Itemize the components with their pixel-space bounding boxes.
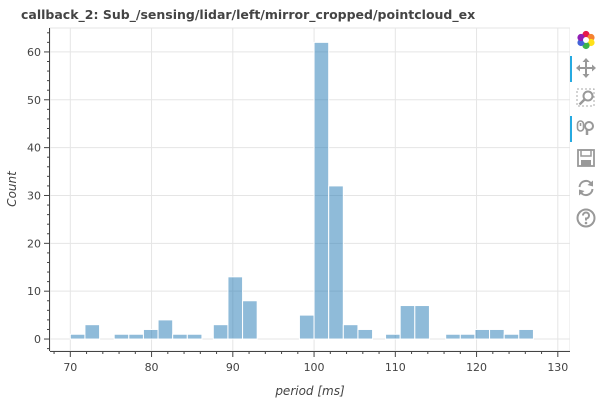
x-tick-label: 80 <box>145 361 159 374</box>
histogram-bar <box>385 333 401 340</box>
histogram-bar <box>298 314 315 340</box>
histogram-bar <box>157 319 174 340</box>
y-tick-label: 50 <box>27 94 41 107</box>
histogram-plot[interactable]: 70 80 90 100 110 120 130 0 10 20 30 40 50 60 period … <box>0 0 570 400</box>
reset-icon <box>578 179 594 197</box>
x-axis: 70 80 90 100 110 120 130 <box>50 351 570 374</box>
histogram-bar <box>172 333 188 340</box>
histogram-bar <box>313 41 330 340</box>
histogram-bar <box>414 305 430 340</box>
chart-title: callback_2: Sub_/sensing/lidar/left/mirr… <box>21 7 476 22</box>
pan-tool[interactable] <box>570 54 600 84</box>
help-tool[interactable] <box>570 204 600 234</box>
histogram-bar <box>212 324 229 340</box>
y-tick-label: 20 <box>27 237 41 250</box>
x-tick-label: 90 <box>226 361 240 374</box>
histogram-bar <box>342 324 359 340</box>
help-icon <box>576 208 596 228</box>
histogram-bar <box>518 328 534 340</box>
pan-icon <box>576 58 596 78</box>
histogram-bar <box>459 333 476 340</box>
wheel-zoom-icon <box>576 120 594 135</box>
histogram-bar <box>474 328 491 340</box>
x-tick-label: 70 <box>63 361 77 374</box>
histogram-bar <box>84 324 101 340</box>
histogram-bar <box>128 333 144 340</box>
x-tick-label: 120 <box>466 361 487 374</box>
x-tick-label: 130 <box>547 361 568 374</box>
histogram-bar <box>357 328 374 340</box>
y-axis-label: Count <box>5 170 19 207</box>
histogram-bar <box>328 185 344 340</box>
y-axis: 0 10 20 30 40 50 60 <box>27 28 50 351</box>
y-tick-label: 40 <box>27 142 41 155</box>
histogram-bar <box>445 333 461 340</box>
histogram-bar <box>489 328 505 340</box>
toolbar <box>570 26 600 246</box>
save-icon <box>577 149 595 167</box>
bokeh-logo-icon <box>577 30 595 50</box>
histogram-bar <box>227 276 244 340</box>
y-tick-label: 10 <box>27 285 41 298</box>
histogram-bar <box>113 333 130 340</box>
y-tick-label: 0 <box>34 333 41 346</box>
x-axis-label: period [ms] <box>274 384 345 398</box>
box-zoom-icon <box>576 88 595 107</box>
wheel-zoom-tool[interactable] <box>570 114 600 144</box>
reset-tool[interactable] <box>570 174 600 204</box>
bokeh-logo[interactable] <box>570 26 600 56</box>
histogram-bar <box>142 328 159 340</box>
histogram-bar <box>242 300 258 340</box>
x-tick-label: 100 <box>304 361 325 374</box>
x-tick-label: 110 <box>385 361 406 374</box>
box-zoom-tool[interactable] <box>570 84 600 114</box>
plot-frame <box>49 27 570 352</box>
histogram-bar <box>503 333 520 340</box>
histogram-bar <box>399 305 416 340</box>
y-tick-label: 60 <box>27 46 41 59</box>
bars-group <box>69 41 534 340</box>
y-tick-label: 30 <box>27 189 41 202</box>
save-tool[interactable] <box>570 144 600 174</box>
histogram-bar <box>186 333 203 340</box>
histogram-bar <box>69 333 86 340</box>
